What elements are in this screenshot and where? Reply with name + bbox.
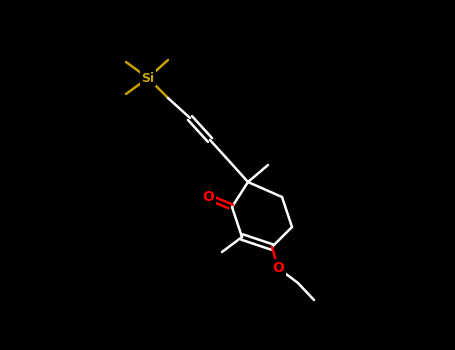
- Text: O: O: [202, 190, 214, 204]
- Text: Si: Si: [142, 71, 155, 84]
- Text: O: O: [272, 261, 284, 275]
